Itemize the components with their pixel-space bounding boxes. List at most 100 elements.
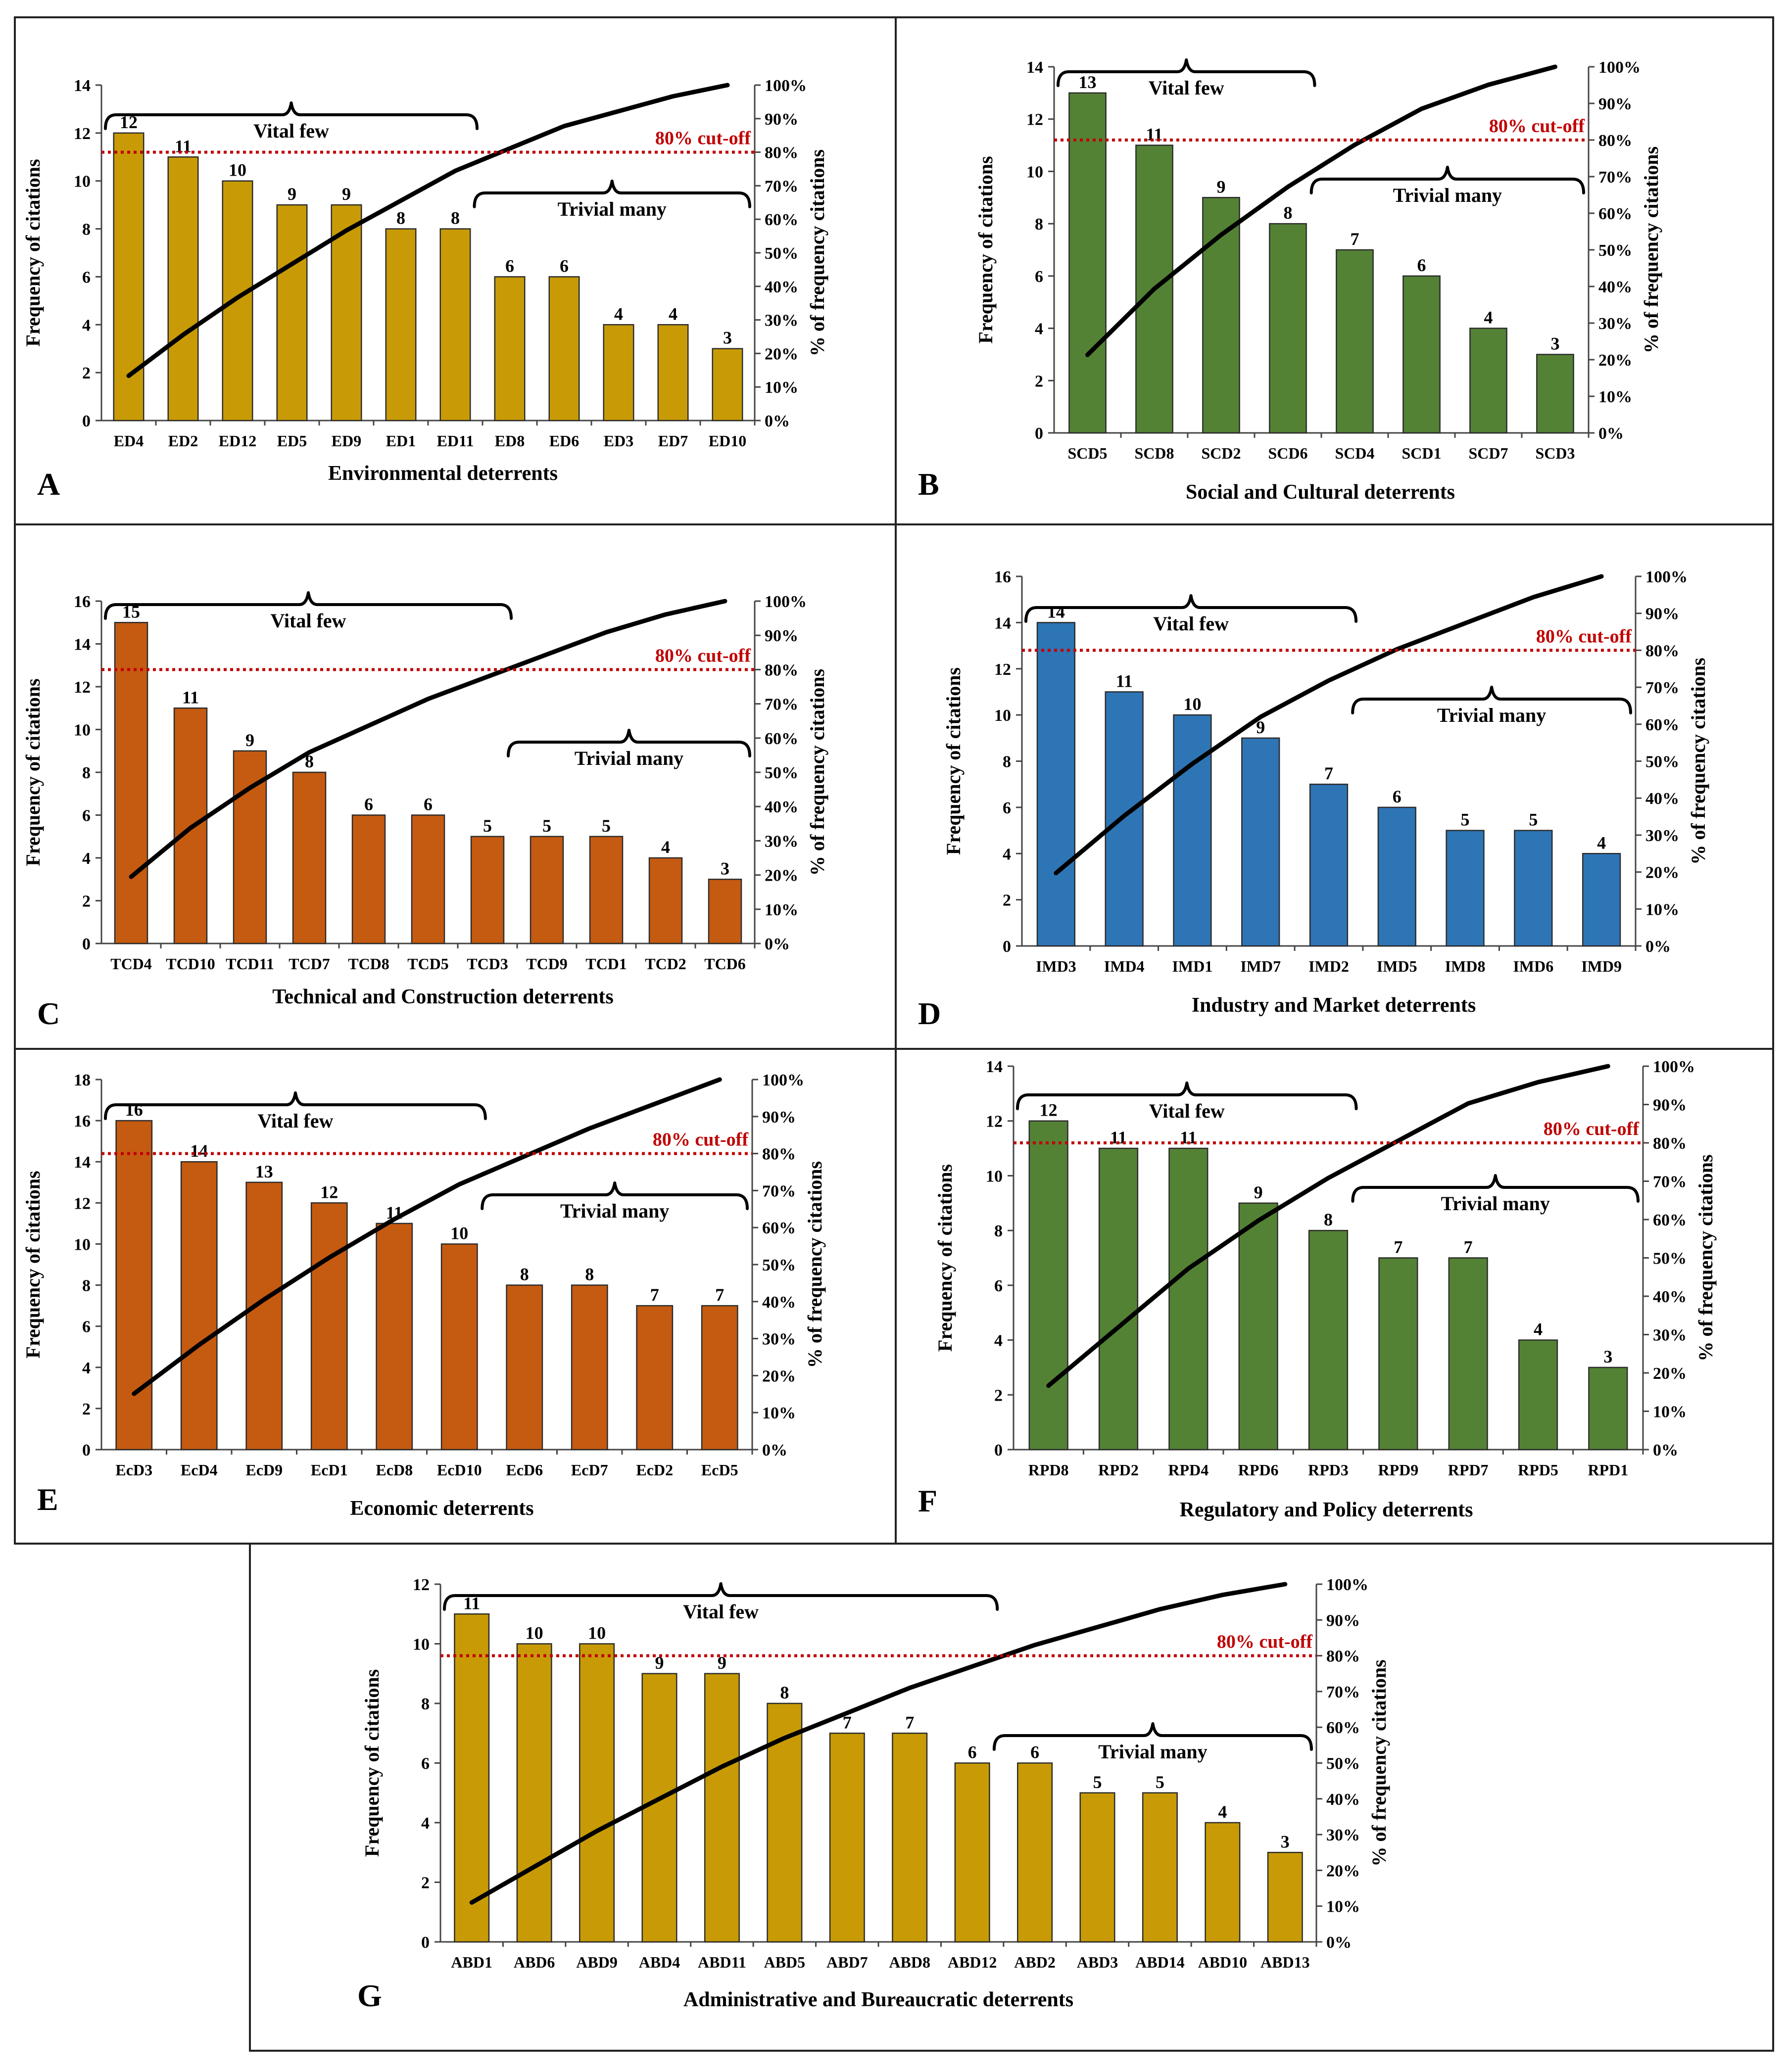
x-tick-label: EcD3 <box>115 1461 152 1479</box>
trivial-many-brace <box>473 180 751 208</box>
y2-tick-label: 20% <box>1645 864 1679 882</box>
y-tick-label: 6 <box>82 807 91 825</box>
y-tick-label: 12 <box>74 125 91 143</box>
y2-tick-label: 40% <box>1645 790 1679 808</box>
y2-tick-label: 50% <box>1598 241 1632 260</box>
x-tick-label: ABD10 <box>1198 1953 1248 1971</box>
bar-value-label: 6 <box>1030 1742 1039 1762</box>
y-tick-label: 0 <box>82 935 91 953</box>
bar-abd7 <box>829 1733 865 1943</box>
bar-abd3 <box>1079 1792 1115 1943</box>
y-tick-label: 14 <box>74 1153 91 1172</box>
bar-value-label: 13 <box>255 1162 273 1181</box>
bar-tcd4 <box>114 622 148 944</box>
trivial-many-label: Trivial many <box>1441 1192 1550 1215</box>
x-tick-label: ABD7 <box>826 1953 868 1971</box>
y2-tick-label: 80% <box>1645 642 1679 660</box>
y2-tick-label: 30% <box>762 1330 796 1349</box>
x-tick-label: RPD1 <box>1588 1461 1628 1479</box>
x-tick-label: ED5 <box>277 432 307 450</box>
panel-letter: D <box>918 996 941 1031</box>
bar-value-label: 7 <box>1324 763 1333 783</box>
bar-tcd9 <box>530 836 564 944</box>
bar-ecd10 <box>440 1243 478 1451</box>
y2-tick-label: 30% <box>1598 315 1632 333</box>
bar-abd5 <box>767 1702 803 1943</box>
bar-abd6 <box>516 1643 552 1943</box>
bar-imd8 <box>1446 830 1485 947</box>
y2-tick-label: 90% <box>762 1108 796 1127</box>
y-tick-label: 12 <box>986 1113 1003 1131</box>
y2-tick-label: 20% <box>765 867 798 885</box>
y2-tick-label: 40% <box>765 278 798 296</box>
x-tick-label: ED10 <box>709 432 746 450</box>
x-tick-label: TCD2 <box>645 955 686 973</box>
bar-abd10 <box>1205 1822 1241 1943</box>
bar-value-label: 7 <box>1351 229 1359 249</box>
x-tick-label: IMD9 <box>1581 957 1622 975</box>
bar-ecd9 <box>245 1181 283 1451</box>
y-tick-label: 10 <box>986 1167 1003 1185</box>
y-tick-label: 8 <box>1003 753 1011 771</box>
y-axis-title: Frequency of citations <box>974 156 997 343</box>
bar-value-label: 6 <box>424 795 433 814</box>
panel-letter: E <box>37 1482 58 1517</box>
y2-tick-label: 30% <box>1645 827 1679 845</box>
y2-tick-label: 50% <box>765 764 798 782</box>
y-tick-label: 2 <box>1003 892 1011 910</box>
y-tick-label: 0 <box>994 1441 1003 1460</box>
x-axis-title: Technical and Construction deterrents <box>272 986 614 1008</box>
bar-value-label: 12 <box>1040 1100 1058 1120</box>
bar-value-label: 3 <box>1281 1832 1290 1851</box>
y2-tick-label: 50% <box>1653 1250 1687 1268</box>
y2-tick-label: 0% <box>765 412 790 430</box>
y2-tick-label: 100% <box>1326 1576 1368 1594</box>
y-tick-label: 8 <box>421 1695 430 1713</box>
x-tick-label: ED4 <box>114 432 144 450</box>
y2-tick-label: 30% <box>1326 1826 1360 1844</box>
x-tick-label: TCD1 <box>585 955 627 973</box>
y2-tick-label: 50% <box>765 244 798 263</box>
bar-scd1 <box>1402 275 1441 434</box>
y-tick-label: 4 <box>1035 320 1043 338</box>
bar-value-label: 4 <box>1597 833 1606 852</box>
y2-tick-label: 60% <box>765 730 798 748</box>
y2-tick-label: 100% <box>1645 568 1688 586</box>
bar-ecd7 <box>571 1284 608 1451</box>
bar-ed3 <box>603 324 634 422</box>
bar-tcd1 <box>589 836 624 944</box>
x-tick-label: RPD5 <box>1518 1461 1558 1479</box>
panel-b: 0 2 4 6 8 10 12 14 0% 10% 20% 30% 40% 50% 60% 70% 80% 90%… <box>895 16 1774 525</box>
x-axis-title: Industry and Market deterrents <box>1192 994 1476 1017</box>
cumulative-percent-line <box>126 83 730 378</box>
x-tick-label: RPD3 <box>1308 1461 1349 1479</box>
x-tick-label: SCD7 <box>1468 444 1508 462</box>
vital-few-brace <box>1057 58 1316 87</box>
x-tick-label: IMD3 <box>1036 957 1076 975</box>
y-tick-label: 2 <box>994 1386 1003 1405</box>
x-tick-label: SCD4 <box>1335 444 1374 462</box>
x-tick-label: TCD5 <box>407 955 449 973</box>
x-tick-label: IMD1 <box>1172 957 1213 975</box>
y2-tick-label: 30% <box>1653 1326 1687 1345</box>
bar-rpd5 <box>1518 1339 1558 1451</box>
cumulative-percent-line <box>1054 574 1604 876</box>
bar-value-label: 9 <box>288 184 296 204</box>
vital-few-label: Vital few <box>1153 612 1229 635</box>
bar-value-label: 11 <box>1116 671 1133 691</box>
y2-tick-label: 100% <box>1598 58 1641 77</box>
bar-imd2 <box>1309 783 1349 947</box>
bar-abd13 <box>1267 1852 1303 1943</box>
y2-tick-label: 30% <box>765 832 798 850</box>
bar-ecd2 <box>636 1305 674 1451</box>
y2-tick-label: 20% <box>1598 351 1632 370</box>
y2-tick-label: 70% <box>1598 168 1632 187</box>
bar-ecd3 <box>115 1120 153 1451</box>
x-tick-label: ABD9 <box>576 1953 618 1971</box>
vital-few-brace <box>1016 1082 1358 1110</box>
y2-tick-label: 100% <box>762 1071 804 1089</box>
panel-letter: G <box>357 1978 382 2013</box>
y-tick-label: 14 <box>986 1058 1003 1076</box>
y-tick-label: 6 <box>1003 799 1011 817</box>
